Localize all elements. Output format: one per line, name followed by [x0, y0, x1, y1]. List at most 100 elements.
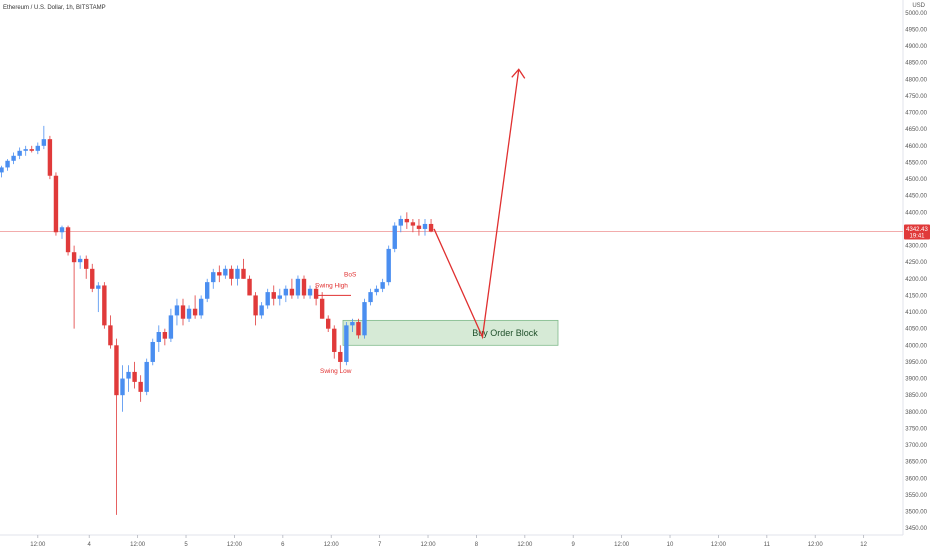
chart-title: Ethereum / U.S. Dollar, 1h, BITSTAMP	[3, 5, 106, 11]
candle-body	[205, 282, 210, 299]
x-tick-label: 12:00	[517, 542, 533, 548]
y-tick-label: 3550.00	[905, 493, 927, 499]
candle-body	[283, 288, 289, 296]
candle-body	[259, 305, 264, 316]
candle-body	[235, 268, 240, 279]
candle-body	[265, 292, 270, 306]
x-tick-label: 11	[764, 542, 771, 548]
y-tick-label: 4150.00	[905, 293, 927, 299]
candle-body	[150, 341, 155, 362]
candle-body	[368, 292, 373, 303]
candle-body	[114, 345, 119, 396]
swing-low-label: Swing Low	[320, 368, 352, 375]
order-block-zone	[342, 319, 559, 346]
y-tick-label: 4750.00	[905, 94, 927, 100]
y-tick-label: 3450.00	[905, 526, 927, 532]
y-tick-label: 3600.00	[905, 476, 927, 482]
candle-body	[96, 285, 101, 289]
y-tick-label: 4900.00	[905, 44, 927, 50]
y-tick-label: 5000.00	[905, 11, 927, 17]
y-tick-label: 4800.00	[905, 77, 927, 83]
y-tick-label: 3950.00	[905, 360, 927, 366]
candle-body	[271, 292, 276, 299]
candle-body	[289, 288, 295, 296]
candle-body	[380, 282, 385, 289]
annotations-group: Swing High BoS Swing Low	[315, 68, 526, 375]
x-tick-label: 12	[860, 542, 867, 548]
x-tick-label: 12:00	[30, 542, 46, 548]
x-tick-label: 9	[572, 542, 576, 548]
candle-body	[362, 302, 367, 336]
candle-body	[65, 227, 71, 253]
candle-body	[398, 218, 403, 226]
x-tick-label: 6	[281, 542, 285, 548]
y-tick-label: 4950.00	[905, 27, 927, 33]
swing-high-label: Swing High	[315, 282, 348, 289]
y-tick-label: 3750.00	[905, 426, 927, 432]
candle-body	[428, 223, 434, 232]
y-tick-label: 3800.00	[905, 410, 927, 416]
y-tick-label: 4450.00	[905, 194, 927, 200]
x-tick-label: 12:00	[614, 542, 630, 548]
x-tick-label: 12:00	[808, 542, 824, 548]
candle-body	[41, 139, 47, 146]
candle-body	[313, 288, 319, 299]
candle-body	[156, 332, 161, 342]
y-tick-label: 4050.00	[905, 327, 927, 333]
candle-body	[338, 351, 343, 362]
candle-body	[332, 328, 337, 352]
current-price-tag	[904, 224, 930, 240]
candle-body	[404, 218, 410, 223]
y-tick-label: 4400.00	[905, 210, 927, 216]
candle-body	[47, 139, 53, 176]
y-tick-label: 4600.00	[905, 144, 927, 150]
y-tick-label: 3650.00	[905, 460, 927, 466]
current-price-value: 4342.43	[906, 227, 928, 233]
candle-body	[59, 227, 65, 233]
x-tick-label: 4	[88, 542, 92, 548]
x-tick-label: 5	[184, 542, 188, 548]
time-axis[interactable]: 12:00 4 12:00 5 12:00 6 12:00 7 12:00 8 12:00 9 12:0…	[30, 535, 868, 548]
candle-body	[11, 155, 16, 161]
x-tick-label: 12:00	[324, 542, 340, 548]
y-tick-label: 4500.00	[905, 177, 927, 183]
projection-arrowhead	[511, 68, 526, 79]
candle-body	[53, 175, 59, 233]
x-tick-label: 10	[667, 542, 674, 548]
candle-body	[174, 305, 180, 316]
y-tick-label: 4100.00	[905, 310, 927, 316]
candle-body	[126, 371, 131, 379]
candle-body	[416, 225, 422, 229]
price-axis[interactable]: 3450.00 3500.00 3550.00 3600.00 3650.00 3700.…	[905, 11, 927, 532]
candle-body	[319, 298, 325, 319]
y-tick-label: 3850.00	[905, 393, 927, 399]
candle-body	[301, 278, 307, 296]
candle-body	[162, 332, 168, 339]
candles-group	[0, 125, 434, 515]
candle-body	[344, 325, 349, 362]
candle-body	[71, 252, 77, 263]
candle-body	[168, 315, 174, 339]
x-tick-label: 12:00	[421, 542, 437, 548]
candle-body	[192, 308, 198, 316]
candle-body	[229, 268, 234, 279]
candle-body	[247, 278, 252, 296]
current-price-countdown: 19:41	[909, 233, 925, 239]
candle-body	[120, 378, 125, 396]
y-tick-label: 4300.00	[905, 244, 927, 250]
y-tick-label: 3500.00	[905, 510, 927, 516]
candle-body	[253, 295, 258, 316]
candle-body	[29, 149, 34, 151]
candle-body	[132, 371, 137, 382]
candle-body	[217, 272, 222, 276]
candle-body	[410, 222, 416, 226]
candle-body	[144, 361, 149, 392]
x-tick-label: 12:00	[711, 542, 727, 548]
y-tick-label: 4700.00	[905, 111, 927, 117]
currency-label: USD	[912, 3, 925, 9]
y-tick-label: 4000.00	[905, 343, 927, 349]
candle-body	[5, 160, 10, 168]
candle-body	[392, 225, 397, 249]
